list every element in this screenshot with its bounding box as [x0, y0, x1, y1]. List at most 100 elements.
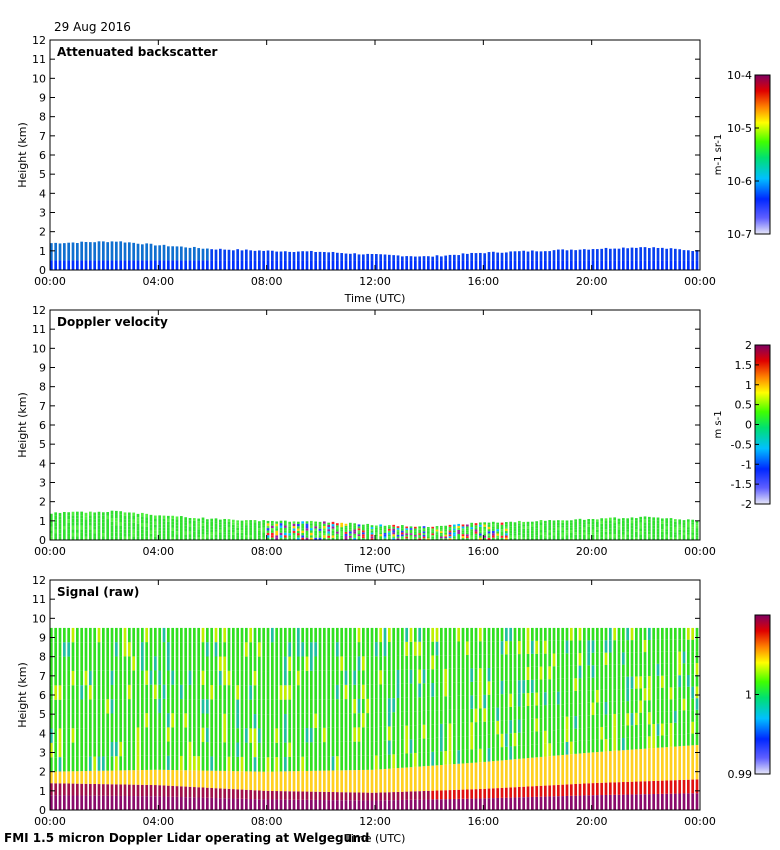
signal-cell [132, 670, 136, 685]
backscatter-column [149, 260, 153, 270]
velocity-cell [591, 518, 595, 522]
velocity-cell [310, 535, 313, 538]
signal-cell [175, 642, 179, 657]
signal-cell [505, 667, 508, 681]
signal-cell [253, 642, 257, 657]
colorbar-tick-label: -1 [741, 458, 752, 471]
signal-cell [500, 760, 504, 788]
signal-cell [639, 676, 643, 689]
x-tick-label: 20:00 [576, 275, 608, 288]
signal-cell [639, 627, 643, 641]
signal-cell [349, 741, 352, 756]
signal-cell [544, 640, 547, 654]
signal-cell [574, 653, 578, 666]
signal-cell [162, 627, 166, 643]
signal-cell [223, 713, 227, 729]
signal-cell [136, 699, 140, 714]
signal-cell [54, 795, 58, 810]
signal-cell [639, 688, 643, 701]
signal-cell [58, 670, 62, 686]
signal-cell [275, 742, 279, 758]
signal-cell [115, 770, 118, 785]
signal-cell [236, 642, 240, 657]
signal-cell [648, 781, 651, 795]
velocity-cell [656, 525, 660, 529]
signal-cell [600, 726, 604, 740]
velocity-cell [656, 531, 660, 535]
velocity-cell [613, 534, 617, 538]
signal-cell [336, 627, 339, 643]
signal-cell [626, 664, 630, 677]
velocity-cell [500, 537, 504, 540]
signal-cell [678, 734, 682, 747]
velocity-cell [366, 523, 370, 526]
signal-cell [682, 710, 686, 723]
signal-cell [271, 642, 274, 657]
signal-cell [236, 771, 240, 790]
velocity-cell [288, 526, 292, 529]
backscatter-column [63, 243, 66, 261]
signal-cell [279, 799, 283, 810]
velocity-cell [461, 524, 465, 527]
velocity-cell [487, 526, 491, 530]
backscatter-column [674, 248, 677, 261]
velocity-cell [461, 532, 465, 535]
velocity-cell [691, 524, 695, 528]
velocity-cell [245, 520, 248, 523]
signal-cell [97, 756, 101, 771]
signal-cell [544, 666, 547, 680]
signal-cell [119, 770, 123, 785]
signal-cell [422, 669, 426, 684]
velocity-cell [531, 523, 534, 527]
signal-cell [327, 791, 331, 801]
signal-cell [539, 679, 543, 693]
signal-cell [197, 727, 201, 742]
signal-cell [496, 720, 500, 735]
signal-cell [669, 687, 673, 700]
y-axis-label: Height (km) [16, 392, 29, 458]
velocity-cell [570, 520, 573, 523]
signal-cell [427, 765, 430, 791]
signal-cell [383, 768, 387, 793]
velocity-cell [609, 537, 612, 540]
signal-cell [665, 627, 669, 640]
signal-cell [479, 668, 482, 682]
signal-cell [535, 666, 539, 680]
velocity-cell [240, 532, 244, 536]
velocity-cell [513, 522, 517, 525]
signal-cell [422, 641, 426, 656]
velocity-cell [626, 531, 630, 535]
velocity-cell [531, 526, 534, 529]
signal-cell [505, 733, 508, 747]
backscatter-column [661, 247, 664, 261]
signal-cell [691, 663, 695, 675]
signal-cell [492, 721, 495, 735]
velocity-cell [149, 518, 153, 522]
velocity-cell [353, 529, 357, 532]
backscatter-column [327, 260, 331, 270]
signal-cell [149, 642, 153, 657]
signal-cell [422, 752, 426, 767]
velocity-cell [630, 528, 634, 532]
backscatter-column [375, 254, 378, 261]
signal-cell [414, 655, 417, 670]
signal-cell [600, 751, 604, 783]
velocity-cell [518, 525, 521, 529]
velocity-cell [674, 534, 677, 538]
velocity-cell [67, 515, 71, 520]
signal-cell [422, 738, 426, 753]
signal-cell [535, 757, 539, 787]
signal-cell [366, 792, 370, 801]
velocity-cell [622, 523, 625, 527]
signal-cell [539, 640, 543, 654]
velocity-cell [119, 511, 123, 515]
backscatter-column [665, 248, 669, 261]
velocity-cell [505, 524, 508, 527]
signal-cell [219, 685, 222, 700]
velocity-cell [617, 526, 621, 530]
signal-cell [336, 713, 339, 728]
signal-cell [50, 699, 53, 715]
velocity-cell [509, 537, 513, 540]
velocity-cell [522, 521, 526, 525]
velocity-cell [349, 527, 352, 530]
